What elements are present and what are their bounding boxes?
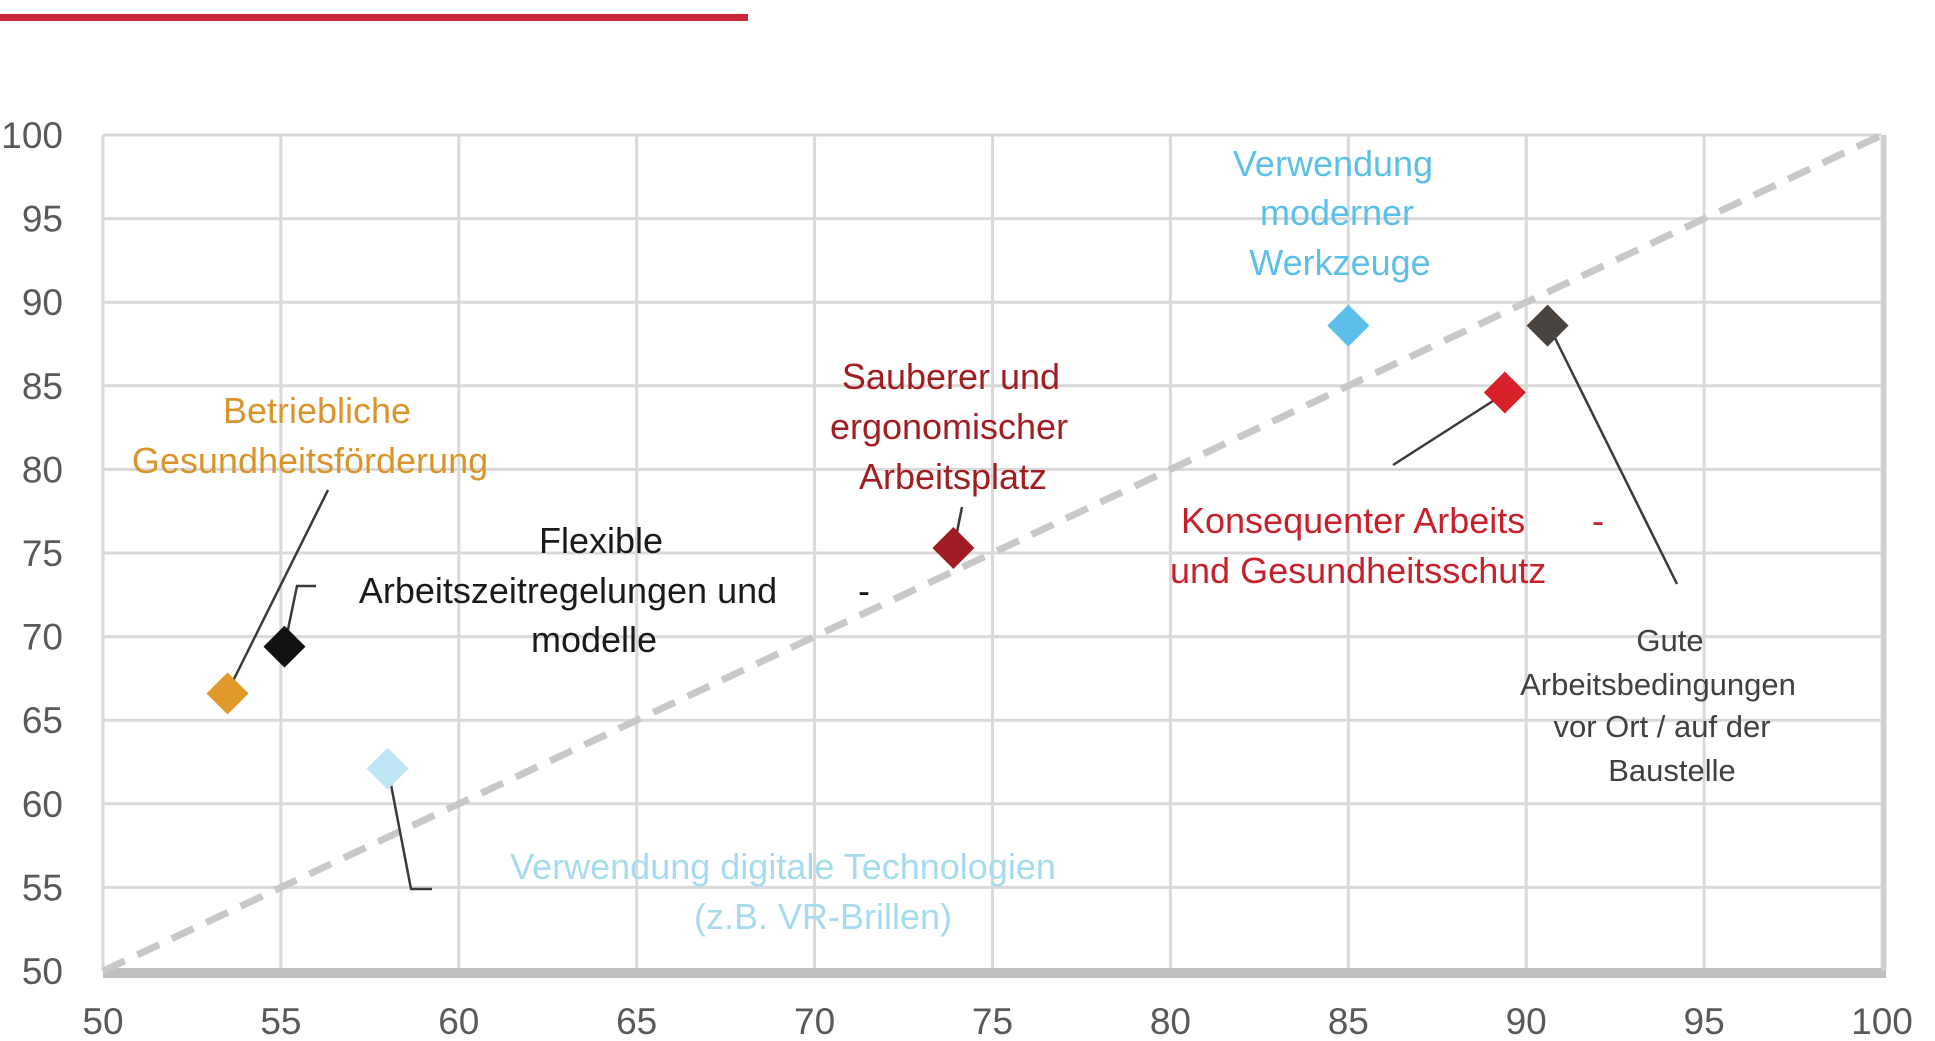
leader-line-gesundheitsfoerderung [227, 489, 330, 690]
x-tick-label: 60 [438, 1001, 479, 1041]
data-point-diamond [366, 747, 409, 790]
y-tick-label: 80 [22, 449, 63, 490]
label-line: - [1592, 500, 1604, 541]
data-point-diamond [932, 526, 975, 569]
x-tick-label: 75 [972, 1001, 1013, 1041]
data-point-diamond [1327, 304, 1370, 347]
x-tick-label: 80 [1150, 1001, 1191, 1041]
data-point-diamond [263, 625, 306, 668]
label-line: Gesundheitsförderung [132, 440, 488, 481]
label-line: vor Ort / auf der [1553, 709, 1770, 744]
label-line: Konsequenter Arbeits [1181, 500, 1525, 541]
label-line: Arbeitszeitregelungen und [359, 570, 777, 611]
label-line: Arbeitsplatz [859, 456, 1047, 497]
leader-line-flexible [284, 584, 316, 640]
x-tick-labels: 50 55 60 65 70 75 80 85 90 95 100 [82, 1001, 1912, 1041]
label-flexible: Flexible Arbeitszeitregelungen und - mod… [359, 520, 870, 660]
label-arbeitsplatz: Sauberer und ergonomischer Arbeitsplatz [830, 356, 1068, 497]
x-tick-label: 50 [82, 1001, 123, 1041]
label-line: Sauberer und [842, 356, 1060, 397]
leader-lines [227, 325, 1679, 891]
label-line: modelle [531, 619, 657, 660]
x-tick-label: 95 [1684, 1001, 1725, 1041]
x-axis-line [103, 968, 1886, 978]
label-line: Baustelle [1608, 753, 1736, 788]
y-tick-label: 70 [22, 617, 63, 658]
y-tick-label: 50 [22, 951, 63, 992]
label-digitale-technologien: Verwendung digitale Technologien (z.B. V… [510, 846, 1056, 937]
label-line: Gute [1636, 623, 1703, 658]
label-arbeitsschutz: Konsequenter Arbeits - und Gesundheitssc… [1170, 500, 1604, 591]
x-tick-label: 85 [1328, 1001, 1369, 1041]
leader-line-arbeitsschutz [1392, 390, 1508, 467]
label-line: (z.B. VR-Brillen) [694, 896, 952, 937]
x-tick-label: 55 [260, 1001, 301, 1041]
label-line: und Gesundheitsschutz [1170, 550, 1546, 591]
x-tick-label: 90 [1506, 1001, 1547, 1041]
data-point-diamond [206, 672, 249, 715]
label-line: Betriebliche [223, 390, 411, 431]
label-line: ergonomischer [830, 406, 1068, 447]
x-axis-line [103, 135, 1887, 978]
label-gesundheitsfoerderung: Betriebliche Gesundheitsförderung [132, 390, 488, 481]
x-tick-label: 65 [616, 1001, 657, 1041]
y-tick-label: 100 [1, 115, 63, 156]
data-point-diamond [1483, 371, 1526, 414]
header-accent-bar [0, 14, 748, 21]
label-line: Flexible [539, 520, 663, 561]
label-line: moderner [1260, 192, 1414, 233]
y-tick-label: 75 [22, 533, 63, 574]
x-tick-label: 100 [1851, 1001, 1913, 1041]
label-werkzeuge: Verwendung moderner Werkzeuge [1233, 143, 1433, 283]
y-tick-label: 90 [22, 282, 63, 323]
y-tick-label: 60 [22, 784, 63, 825]
label-arbeitsbedingungen: Gute Arbeitsbedingungen vor Ort / auf de… [1520, 623, 1796, 788]
y-tick-label: 85 [22, 366, 63, 407]
y-tick-label: 95 [22, 199, 63, 240]
y-tick-labels: 50 55 60 65 70 75 80 85 90 95 100 [1, 115, 63, 992]
label-line: Arbeitsbedingungen [1520, 667, 1796, 702]
leader-line-digitale-technologien [386, 768, 432, 891]
y-tick-label: 55 [22, 867, 63, 908]
label-line: Verwendung [1233, 143, 1433, 184]
data-point-diamond [1526, 304, 1569, 347]
label-line: - [858, 570, 870, 611]
label-line: Werkzeuge [1249, 242, 1430, 283]
label-line: Verwendung digitale Technologien [510, 846, 1056, 887]
leader-line-arbeitsbedingungen [1547, 325, 1679, 585]
data-points [206, 304, 1569, 790]
x-tick-label: 70 [794, 1001, 835, 1041]
y-tick-label: 65 [22, 700, 63, 741]
